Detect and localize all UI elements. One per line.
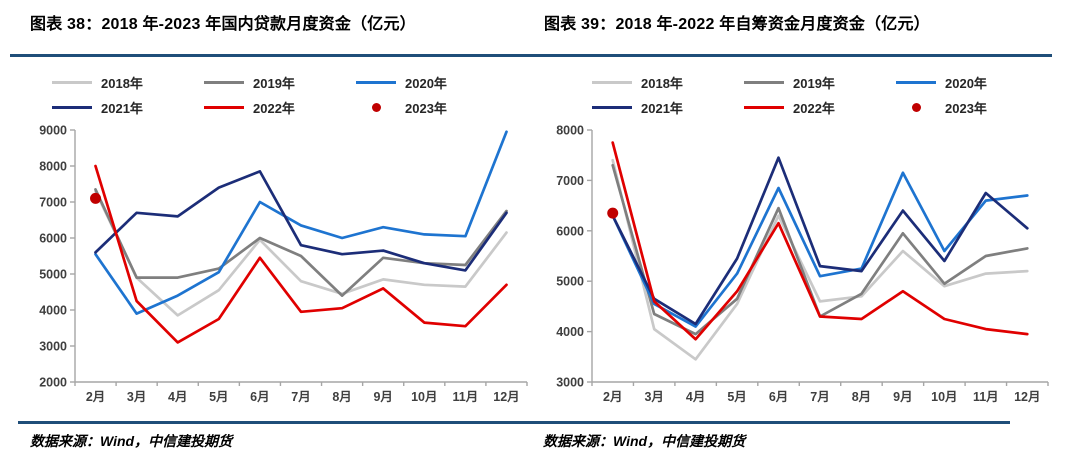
x-tick-label: 3月 (644, 390, 663, 404)
y-tick-label: 2000 (39, 376, 67, 390)
x-tick-label: 4月 (168, 390, 187, 404)
figure-38-title: 图表 38：2018 年-2023 年国内贷款月度资金（亿元） (30, 16, 416, 33)
y-tick-label: 3000 (39, 340, 67, 354)
x-tick-label: 7月 (810, 390, 829, 404)
legend-label: 2023年 (405, 100, 447, 116)
series-line-2018年 (611, 158, 1029, 361)
figure-39-legend: 2018年 2019年 2020年 2021年 2022年 2023年 (592, 74, 1048, 116)
legend-label: 2018年 (641, 75, 683, 91)
x-tick-label: 12月 (493, 390, 519, 404)
legend-item-2021年: 2021年 (592, 99, 744, 116)
legend-label: 2020年 (405, 75, 447, 91)
x-tick-label: 5月 (209, 390, 228, 404)
x-tick-label: 9月 (373, 390, 392, 404)
y-tick-label: 8000 (556, 124, 584, 138)
legend-label: 2022年 (793, 100, 835, 116)
figure-39-panel: 图表 39：2018 年-2022 年自筹资金月度资金（亿元） 2018年 201… (540, 0, 1080, 466)
top-divider-line (10, 54, 1052, 57)
x-tick-label: 11月 (453, 390, 479, 404)
y-tick-label: 7000 (556, 174, 584, 188)
figure-38-chart-canvas: 2000 3000 4000 5000 6000 7000 8000 9000 2月 3月 4月 5月… (39, 124, 528, 404)
legend-dot-icon (911, 102, 921, 112)
y-tick-label: 4000 (39, 304, 67, 318)
legend-item-2021年: 2021年 (52, 99, 204, 116)
figure-38-panel: 图表 38：2018 年-2023 年国内贷款月度资金（亿元） 2018年 201… (30, 16, 528, 449)
legend-item-2019年: 2019年 (204, 74, 356, 91)
legend-line-swatch (896, 80, 936, 84)
y-tick-label: 3000 (556, 376, 584, 390)
series-line-2019年 (611, 163, 1029, 336)
legend-label: 2021年 (101, 100, 143, 116)
legend-item-2022年: 2022年 (204, 99, 356, 116)
legend-dot-swatch-box (356, 102, 396, 112)
legend-dot-icon (371, 102, 381, 112)
legend-item-2020年: 2020年 (356, 74, 508, 91)
series-line-2021年 (611, 156, 1029, 326)
y-tick-label: 8000 (39, 160, 67, 174)
figure-39-chart-canvas: 3000 4000 5000 6000 7000 8000 2月 3月 4月 5月 6月 7月 8月 9月… (556, 124, 1049, 404)
y-tick-label: 6000 (39, 232, 67, 246)
y-tick-label: 5000 (556, 275, 584, 289)
legend-line-swatch (204, 105, 244, 109)
legend-line-swatch (744, 80, 784, 84)
series-line-2022年 (94, 164, 508, 344)
x-tick-label: 7月 (291, 390, 310, 404)
legend-item-2023年: 2023年 (356, 99, 508, 116)
legend-label: 2019年 (253, 75, 295, 91)
x-tick-label: 6月 (250, 390, 269, 404)
figure-38-source: 数据来源：Wind，中信建投期货 (30, 433, 233, 449)
legend-line-swatch (744, 105, 784, 109)
x-tick-label: 8月 (852, 390, 871, 404)
legend-label: 2023年 (945, 100, 987, 116)
legend-item-2018年: 2018年 (52, 74, 204, 91)
x-tick-label: 9月 (893, 390, 912, 404)
y-tick-label: 5000 (39, 268, 67, 282)
x-tick-label: 2月 (603, 390, 622, 404)
series-line-2019年 (94, 188, 508, 297)
legend-line-swatch (356, 80, 396, 84)
series-line-2020年 (94, 130, 508, 315)
series-line-2022年 (611, 141, 1029, 341)
legend-line-swatch (52, 105, 92, 109)
legend-item-2019年: 2019年 (744, 74, 896, 91)
legend-label: 2020年 (945, 75, 987, 91)
data-point-2023年 (607, 207, 619, 219)
x-tick-label: 2月 (86, 390, 105, 404)
x-tick-label: 10月 (931, 390, 957, 404)
legend-label: 2021年 (641, 100, 683, 116)
legend-label: 2018年 (101, 75, 143, 91)
y-tick-label: 7000 (39, 196, 67, 210)
x-tick-label: 3月 (127, 390, 146, 404)
legend-item-2018年: 2018年 (592, 74, 744, 91)
legend-label: 2019年 (793, 75, 835, 91)
x-tick-label: 10月 (411, 390, 437, 404)
x-tick-label: 8月 (332, 390, 351, 404)
series-line-2020年 (611, 171, 1029, 328)
figure-39-source: 数据来源：Wind，中信建投期货 (543, 433, 746, 449)
legend-item-2022年: 2022年 (744, 99, 896, 116)
legend-item-2023年: 2023年 (896, 99, 1048, 116)
y-tick-label: 9000 (39, 124, 67, 138)
legend-line-swatch (592, 80, 632, 84)
figure-39-title: 图表 39：2018 年-2022 年自筹资金月度资金（亿元） (544, 16, 930, 33)
x-tick-label: 5月 (727, 390, 746, 404)
x-tick-label: 11月 (973, 390, 999, 404)
legend-line-swatch (52, 80, 92, 84)
figure-38-legend: 2018年 2019年 2020年 2021年 2022年 2023年 (52, 74, 508, 116)
x-tick-label: 6月 (769, 390, 788, 404)
bottom-divider-line (18, 421, 1010, 424)
x-tick-label: 12月 (1014, 390, 1040, 404)
y-tick-label: 4000 (556, 325, 584, 339)
data-point-2023年 (90, 192, 102, 204)
legend-line-swatch (592, 105, 632, 109)
y-tick-label: 6000 (556, 224, 584, 238)
x-tick-label: 4月 (686, 390, 705, 404)
legend-item-2020年: 2020年 (896, 74, 1048, 91)
legend-dot-swatch-box (896, 102, 936, 112)
series-line-2018年 (94, 189, 508, 317)
legend-line-swatch (204, 80, 244, 84)
series-line-2021年 (94, 170, 508, 272)
legend-label: 2022年 (253, 100, 295, 116)
